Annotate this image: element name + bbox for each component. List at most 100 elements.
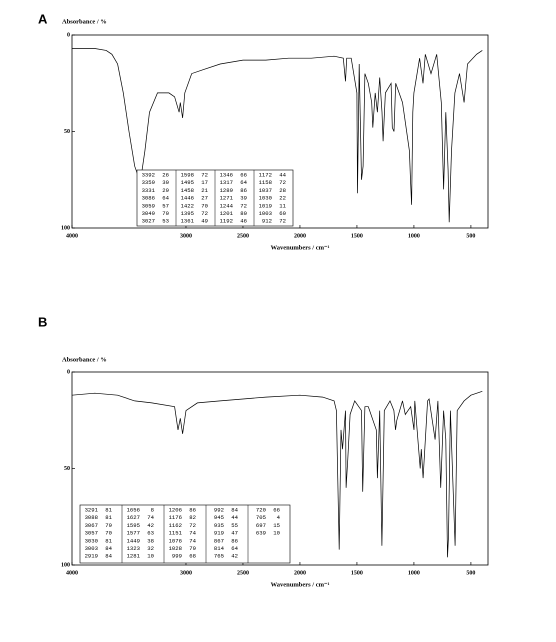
y-axis-label: Absorbance / % xyxy=(62,356,107,363)
peak-value: 72 xyxy=(240,202,247,209)
peak-value: 49 xyxy=(201,218,208,225)
x-tick-label: 1500 xyxy=(351,570,363,576)
peak-wavenumber: 999 xyxy=(172,553,182,560)
peak-wavenumber: 3067 xyxy=(85,522,98,529)
peak-value: 38 xyxy=(147,537,154,544)
peak-value: 55 xyxy=(231,522,238,529)
peak-wavenumber: 1289 xyxy=(220,187,233,194)
peak-wavenumber: 1281 xyxy=(127,553,141,560)
peak-wavenumber: 1176 xyxy=(169,514,182,521)
peak-wavenumber: 1037 xyxy=(259,187,272,194)
x-tick-label: 2000 xyxy=(294,233,306,239)
peak-wavenumber: 867 xyxy=(214,537,224,544)
x-tick-label: 500 xyxy=(466,233,475,239)
peak-value: 29 xyxy=(162,187,169,194)
x-tick-label: 3000 xyxy=(180,233,192,239)
peak-wavenumber: 3392 xyxy=(142,171,155,178)
peak-wavenumber: 1395 xyxy=(181,210,194,217)
y-tick-label: 100 xyxy=(61,225,70,231)
x-axis-label: Wavenumbers / cm⁻¹ xyxy=(271,244,330,251)
peak-wavenumber: 1158 xyxy=(259,179,272,186)
x-tick-label: 2500 xyxy=(237,570,249,576)
peak-wavenumber: 1317 xyxy=(220,179,233,186)
peak-wavenumber: 1271 xyxy=(220,195,234,202)
peak-value: 4 xyxy=(277,514,281,521)
x-tick-label: 1000 xyxy=(408,233,420,239)
peak-value: 74 xyxy=(189,537,196,544)
peak-value: 39 xyxy=(240,195,247,202)
peak-wavenumber: 1151 xyxy=(169,530,183,537)
peak-value: 64 xyxy=(231,545,238,552)
panel-label: B xyxy=(38,314,47,329)
peak-value: 72 xyxy=(279,218,286,225)
peak-wavenumber: 1162 xyxy=(169,522,182,529)
peak-value: 84 xyxy=(105,553,112,560)
peak-value: 10 xyxy=(147,553,154,560)
peak-wavenumber: 3003 xyxy=(85,545,98,552)
peak-wavenumber: 1577 xyxy=(127,530,140,537)
peak-value: 46 xyxy=(240,218,247,225)
peak-value: 26 xyxy=(162,171,169,178)
peak-wavenumber: 1076 xyxy=(169,537,182,544)
peak-value: 70 xyxy=(162,210,169,217)
peak-value: 11 xyxy=(279,202,286,209)
peak-value: 72 xyxy=(201,210,208,217)
peak-value: 72 xyxy=(201,171,208,178)
peak-wavenumber: 3030 xyxy=(85,537,99,544)
peak-wavenumber: 3088 xyxy=(85,514,98,521)
peak-wavenumber: 1449 xyxy=(127,537,140,544)
x-tick-label: 2000 xyxy=(294,570,306,576)
peak-wavenumber: 697 xyxy=(256,522,266,529)
peak-wavenumber: 1627 xyxy=(127,514,140,521)
x-tick-label: 4000 xyxy=(66,233,78,239)
peak-wavenumber: 1346 xyxy=(220,171,233,178)
x-tick-label: 1000 xyxy=(408,570,420,576)
peak-wavenumber: 1323 xyxy=(127,545,140,552)
peak-wavenumber: 720 xyxy=(256,506,267,513)
peak-value: 84 xyxy=(105,545,112,552)
peak-value: 63 xyxy=(147,530,154,537)
peak-value: 22 xyxy=(279,195,286,202)
peak-wavenumber: 1458 xyxy=(181,187,194,194)
y-tick-label: 50 xyxy=(64,466,70,472)
peak-value: 60 xyxy=(279,210,286,217)
peak-value: 27 xyxy=(201,195,208,202)
peak-value: 28 xyxy=(279,187,286,194)
peak-wavenumber: 945 xyxy=(214,514,224,521)
x-tick-label: 2500 xyxy=(237,233,249,239)
y-tick-label: 50 xyxy=(64,129,70,135)
peak-value: 86 xyxy=(231,537,238,544)
x-tick-label: 4000 xyxy=(66,570,78,576)
peak-wavenumber: 765 xyxy=(214,553,224,560)
peak-wavenumber: 912 xyxy=(262,218,272,225)
peak-value: 53 xyxy=(162,218,169,225)
peak-wavenumber: 1244 xyxy=(220,202,234,209)
peak-wavenumber: 1030 xyxy=(259,195,273,202)
x-tick-label: 1500 xyxy=(351,233,363,239)
peak-value: 44 xyxy=(231,514,238,521)
peak-wavenumber: 3331 xyxy=(142,187,156,194)
peak-value: 66 xyxy=(240,171,247,178)
peak-wavenumber: 3359 xyxy=(142,179,155,186)
peak-wavenumber: 1446 xyxy=(181,195,194,202)
spectrum-line xyxy=(71,390,483,558)
peak-table xyxy=(79,504,291,564)
peak-wavenumber: 639 xyxy=(256,530,266,537)
peak-value: 79 xyxy=(105,522,112,529)
peak-wavenumber: 3086 xyxy=(142,195,155,202)
peak-wavenumber: 1201 xyxy=(220,210,234,217)
peak-value: 64 xyxy=(240,179,247,186)
peak-value: 42 xyxy=(231,553,238,560)
peak-value: 79 xyxy=(189,545,196,552)
peak-value: 70 xyxy=(201,202,208,209)
peak-wavenumber: 3057 xyxy=(85,530,98,537)
peak-value: 66 xyxy=(273,506,280,513)
y-axis-label: Absorbance / % xyxy=(62,18,107,25)
peak-wavenumber: 1598 xyxy=(181,171,194,178)
peak-value: 81 xyxy=(105,506,112,513)
peak-value: 86 xyxy=(189,506,196,513)
peak-wavenumber: 705 xyxy=(256,514,266,521)
peak-value: 74 xyxy=(189,530,196,537)
peak-value: 70 xyxy=(105,530,112,537)
